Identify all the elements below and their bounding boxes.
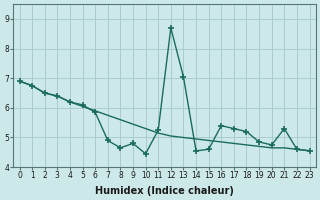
X-axis label: Humidex (Indice chaleur): Humidex (Indice chaleur) [95,186,234,196]
